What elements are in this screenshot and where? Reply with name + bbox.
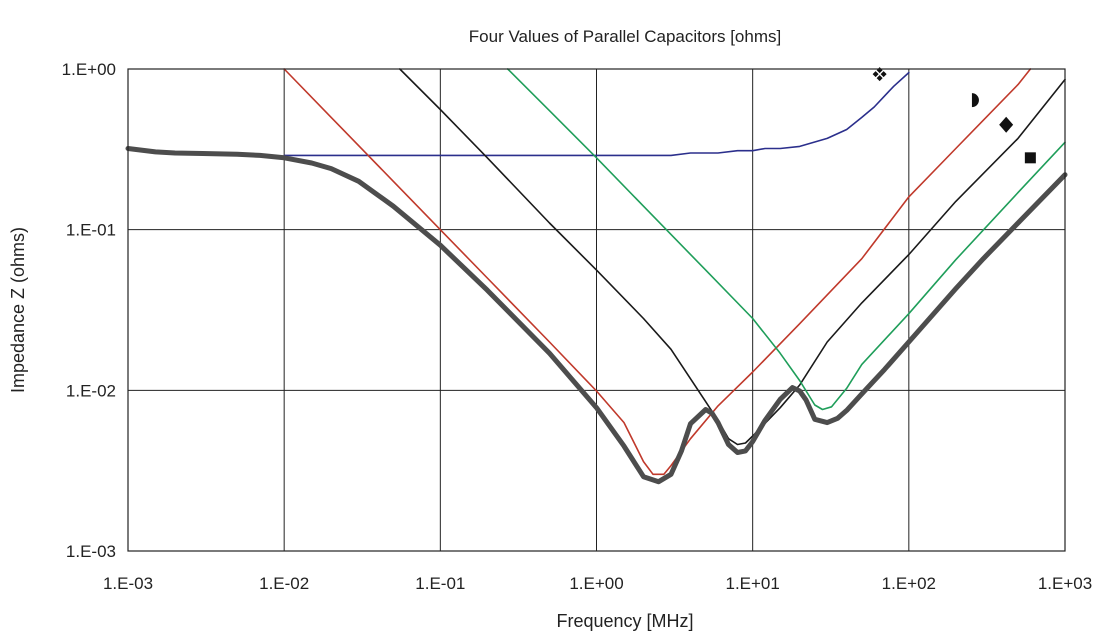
x-tick-label: 1.E+00 [569,574,623,593]
half-circle-icon [971,93,979,108]
series-markers [872,67,1036,164]
four-diamonds-piece [876,75,883,82]
grid-lines [127,68,1066,552]
y-tick-label: 1.E-02 [66,381,116,400]
series-line-3 [399,68,1066,446]
y-tick-labels: 1.E-03 1.E-02 1.E-01 1.E+00 [62,60,116,561]
chart-title: Four Values of Parallel Capacitors [ohms… [469,27,781,46]
x-tick-label: 1.E-03 [103,574,153,593]
y-tick-label: 1.E+00 [62,60,116,79]
four-diamonds-piece [876,67,883,74]
series-line-4 [506,68,1066,411]
series-line-1 [283,71,910,157]
series-lines [125,68,1068,485]
y-tick-label: 1.E-03 [66,542,116,561]
y-axis-label: Impedance Z (ohms) [8,227,28,393]
x-tick-label: 1.E+03 [1038,574,1092,593]
x-tick-label: 1.E+02 [882,574,936,593]
x-tick-label: 1.E-01 [415,574,465,593]
series-line-total [125,146,1068,485]
four-diamonds-piece [880,71,887,78]
y-tick-label: 1.E-01 [66,221,116,240]
x-tick-labels: 1.E-03 1.E-02 1.E-01 1.E+00 1.E+01 1.E+02 1.E+… [103,574,1092,593]
x-tick-label: 1.E+01 [725,574,779,593]
square-icon [1024,152,1036,164]
x-tick-label: 1.E-02 [259,574,309,593]
diamond-icon [999,116,1014,133]
x-axis-label: Frequency [MHz] [556,611,693,631]
plot-frame [127,68,1066,552]
series-line-2 [283,68,1032,476]
four-diamonds-piece [872,71,879,78]
